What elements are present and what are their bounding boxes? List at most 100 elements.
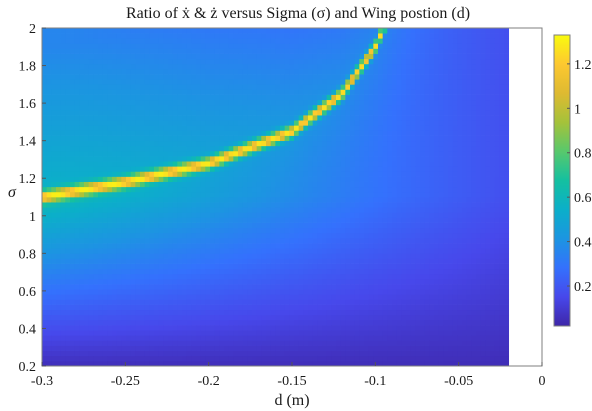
- heatmap-cell: [275, 217, 281, 223]
- heatmap-cell: [191, 350, 197, 357]
- heatmap-cell: [317, 115, 323, 121]
- heatmap-cell: [364, 355, 370, 362]
- heatmap-cell: [186, 181, 192, 188]
- heatmap-cell: [177, 335, 183, 341]
- heatmap-cell: [256, 130, 262, 136]
- heatmap-cell: [102, 99, 108, 106]
- heatmap-cell: [256, 125, 262, 131]
- heatmap-cell: [149, 284, 155, 290]
- heatmap-cell: [140, 130, 146, 136]
- heatmap-cell: [242, 207, 248, 213]
- heatmap-cell: [392, 145, 398, 152]
- heatmap-cell: [196, 207, 202, 213]
- heatmap-cell: [168, 150, 174, 157]
- heatmap-cell: [224, 58, 230, 65]
- heatmap-cell: [74, 299, 80, 305]
- heatmap-cell: [112, 104, 118, 111]
- heatmap-cell: [312, 135, 318, 142]
- heatmap-cell: [140, 304, 146, 311]
- heatmap-cell: [51, 181, 57, 188]
- heatmap-cell: [345, 63, 351, 70]
- heatmap-cell: [56, 355, 62, 362]
- heatmap-cell: [392, 227, 398, 234]
- heatmap-cell: [392, 156, 398, 162]
- heatmap-cell: [168, 340, 174, 346]
- heatmap-cell: [121, 109, 127, 116]
- heatmap-cell: [322, 94, 328, 101]
- heatmap-cell: [51, 79, 57, 85]
- heatmap-cell: [359, 340, 365, 346]
- heatmap-cell: [350, 202, 356, 208]
- heatmap-cell: [102, 140, 108, 147]
- heatmap-cell: [126, 28, 132, 34]
- heatmap-cell: [224, 340, 230, 346]
- heatmap-cell: [219, 268, 225, 275]
- heatmap-cell: [42, 156, 48, 162]
- heatmap-cell: [238, 340, 244, 346]
- heatmap-cell: [242, 120, 248, 126]
- heatmap-cell: [51, 360, 57, 367]
- heatmap-cell: [130, 340, 136, 346]
- heatmap-cell: [172, 319, 178, 326]
- heatmap-cell: [196, 120, 202, 126]
- heatmap-cell: [210, 207, 216, 213]
- heatmap-cell: [294, 202, 300, 208]
- heatmap-cell: [93, 89, 99, 95]
- heatmap-cell: [121, 248, 127, 254]
- heatmap-cell: [256, 360, 262, 367]
- heatmap-cell: [205, 232, 211, 239]
- heatmap-cell: [200, 248, 206, 254]
- heatmap-cell: [112, 84, 118, 90]
- heatmap-cell: [214, 115, 220, 121]
- heatmap-cell: [88, 243, 94, 249]
- heatmap-cell: [238, 345, 244, 351]
- heatmap-cell: [340, 99, 346, 106]
- heatmap-cell: [88, 38, 94, 44]
- heatmap-cell: [121, 207, 127, 213]
- heatmap-cell: [303, 48, 309, 54]
- heatmap-cell: [298, 314, 304, 321]
- heatmap-cell: [359, 48, 365, 54]
- heatmap-cell: [144, 156, 150, 162]
- heatmap-cell: [317, 294, 323, 300]
- heatmap-cell: [135, 243, 141, 249]
- heatmap-cell: [149, 222, 155, 229]
- heatmap-cell: [140, 140, 146, 147]
- heatmap-cell: [242, 28, 248, 34]
- heatmap-cell: [345, 345, 351, 351]
- heatmap-cell: [294, 156, 300, 162]
- heatmap-cell: [303, 120, 309, 126]
- heatmap-cell: [238, 253, 244, 259]
- heatmap-cell: [378, 79, 384, 85]
- heatmap-cell: [130, 115, 136, 121]
- heatmap-cell: [79, 28, 85, 34]
- heatmap-cell: [382, 84, 388, 90]
- heatmap-cell: [200, 89, 206, 95]
- heatmap-cell: [298, 227, 304, 234]
- heatmap-cell: [275, 345, 281, 351]
- heatmap-cell: [331, 232, 337, 239]
- heatmap-cell: [242, 89, 248, 95]
- heatmap-cell: [70, 38, 76, 44]
- heatmap-cell: [163, 212, 169, 218]
- heatmap-cell: [275, 115, 281, 121]
- heatmap-cell: [326, 299, 332, 305]
- heatmap-cell: [172, 28, 178, 34]
- heatmap-cell: [65, 186, 71, 193]
- heatmap-cell: [308, 294, 314, 300]
- heatmap-cell: [130, 325, 136, 331]
- heatmap-cell: [191, 166, 197, 172]
- heatmap-cell: [247, 207, 253, 213]
- heatmap-cell: [46, 248, 52, 254]
- heatmap-cell: [98, 58, 104, 65]
- heatmap-cell: [275, 237, 281, 244]
- heatmap-cell: [200, 309, 206, 316]
- heatmap-cell: [275, 84, 281, 90]
- heatmap-cell: [261, 263, 267, 270]
- heatmap-cell: [102, 207, 108, 213]
- heatmap-cell: [210, 222, 216, 229]
- heatmap-cell: [154, 28, 160, 34]
- heatmap-cell: [312, 89, 318, 95]
- heatmap-cell: [392, 294, 398, 300]
- heatmap-cell: [350, 176, 356, 182]
